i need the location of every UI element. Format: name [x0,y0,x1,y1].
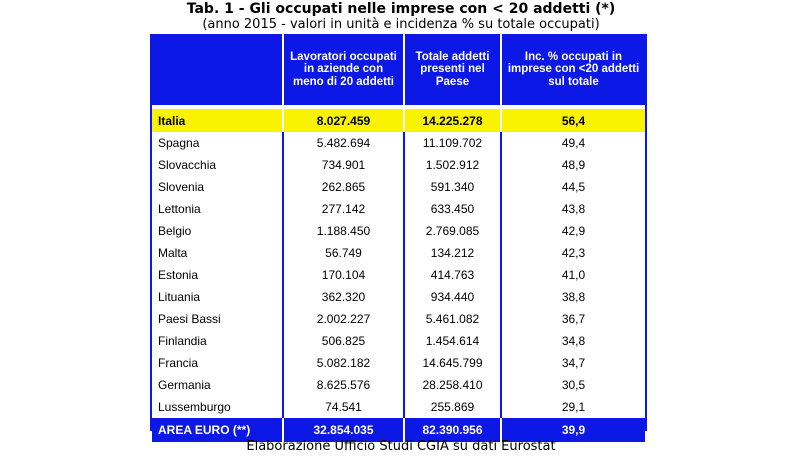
small-firm-workers-cell: 170.104 [282,264,404,286]
share-cell: 36,7 [500,308,645,330]
header-share: Inc. % occupati in imprese con <20 addet… [500,34,645,105]
country-cell: Germania [158,378,211,392]
small-firm-workers-cell: 8.625.576 [282,374,404,396]
table-row: Spagna 5.482.694 11.109.702 49,4 [152,132,645,154]
header-spacer [152,105,645,109]
country-cell: Lettonia [158,202,201,216]
table-row: Slovenia 262.865 591.340 44,5 [152,176,645,198]
header-country [152,34,283,105]
share-cell: 48,9 [500,154,645,176]
table-row: Lituania 362.320 934.440 38,8 [152,286,645,308]
country-cell: Finlandia [158,334,207,348]
total-workers-cell: 1.454.614 [403,330,501,352]
table-row: Francia 5.082.182 14.645.799 34,7 [152,352,645,374]
small-firm-workers-cell: 5.482.694 [282,132,404,154]
table-row-area-euro: AREA EURO (**) 32.854.035 82.390.956 39,9 [152,418,645,442]
table-title: Tab. 1 - Gli occupati nelle imprese con … [186,1,616,17]
small-firm-workers-cell: 734.901 [282,154,404,176]
share-cell: 30,5 [500,374,645,396]
share-cell: 56,4 [500,109,645,132]
share-cell: 29,1 [500,396,645,418]
share-cell: 42,9 [500,220,645,242]
share-cell: 44,5 [500,176,645,198]
table-row: Estonia 170.104 414.763 41,0 [152,264,645,286]
total-workers-cell: 11.109.702 [403,132,501,154]
share-cell: 43,8 [500,198,645,220]
country-cell: Francia [158,356,199,370]
country-cell: Spagna [158,136,200,150]
small-firm-workers-cell: 2.002.227 [282,308,404,330]
table-row: Slovacchia 734.901 1.502.912 48,9 [152,154,645,176]
table-row: Lussemburgo 74.541 255.869 29,1 [152,396,645,418]
total-workers-cell: 934.440 [403,286,501,308]
small-firm-workers-cell: 262.865 [282,176,404,198]
country-cell: Estonia [158,268,199,282]
table-row: Paesi Bassi 2.002.227 5.461.082 36,7 [152,308,645,330]
total-workers-cell: 255.869 [403,396,501,418]
total-workers-cell: 14.645.799 [403,352,501,374]
country-cell: Malta [158,246,188,260]
total-workers-cell: 28.258.410 [403,374,501,396]
header-total-workers: Totale addetti presenti nel Paese [403,34,501,105]
country-cell: Lussemburgo [158,400,231,414]
country-cell: AREA EURO (**) [152,418,283,442]
total-workers-cell: 2.769.085 [403,220,501,242]
small-firm-workers-cell: 362.320 [282,286,404,308]
header-small-firm-workers: Lavoratori occupati in aziende con meno … [282,34,404,105]
share-cell: 39,9 [500,418,645,442]
small-firm-workers-cell: 32.854.035 [282,418,404,442]
share-cell: 49,4 [500,132,645,154]
total-workers-cell: 5.461.082 [403,308,501,330]
total-workers-cell: 14.225.278 [403,109,501,132]
country-cell: Slovacchia [158,158,217,172]
table-row-italia: Italia 8.027.459 14.225.278 56,4 [152,109,645,132]
table-row: Malta 56.749 134.212 42,3 [152,242,645,264]
total-workers-cell: 414.763 [403,264,501,286]
country-cell: Belgio [158,224,192,238]
employment-table: Lavoratori occupati in aziende con meno … [152,34,645,442]
table-row: Belgio 1.188.450 2.769.085 42,9 [152,220,645,242]
country-cell: Italia [152,109,283,132]
header-row: Lavoratori occupati in aziende con meno … [152,34,645,105]
small-firm-workers-cell: 56.749 [282,242,404,264]
country-cell: Paesi Bassi [158,312,221,326]
table-frame-right [645,34,647,431]
small-firm-workers-cell: 74.541 [282,396,404,418]
country-cell: Lituania [158,290,201,304]
table-row: Lettonia 277.142 633.450 43,8 [152,198,645,220]
total-workers-cell: 591.340 [403,176,501,198]
source-note: Elaborazione Ufficio Studi CGIA su dati … [246,439,556,454]
country-cell: Slovenia [158,180,205,194]
small-firm-workers-cell: 506.825 [282,330,404,352]
share-cell: 42,3 [500,242,645,264]
total-workers-cell: 134.212 [403,242,501,264]
share-cell: 38,8 [500,286,645,308]
small-firm-workers-cell: 1.188.450 [282,220,404,242]
total-workers-cell: 1.502.912 [403,154,501,176]
small-firm-workers-cell: 5.082.182 [282,352,404,374]
total-workers-cell: 82.390.956 [403,418,501,442]
total-workers-cell: 633.450 [403,198,501,220]
share-cell: 34,8 [500,330,645,352]
table-row: Germania 8.625.576 28.258.410 30,5 [152,374,645,396]
table-frame-left [150,34,152,431]
table-subtitle: (anno 2015 - valori in unità e incidenza… [202,17,600,32]
table-row: Finlandia 506.825 1.454.614 34,8 [152,330,645,352]
small-firm-workers-cell: 277.142 [282,198,404,220]
share-cell: 34,7 [500,352,645,374]
small-firm-workers-cell: 8.027.459 [282,109,404,132]
share-cell: 41,0 [500,264,645,286]
